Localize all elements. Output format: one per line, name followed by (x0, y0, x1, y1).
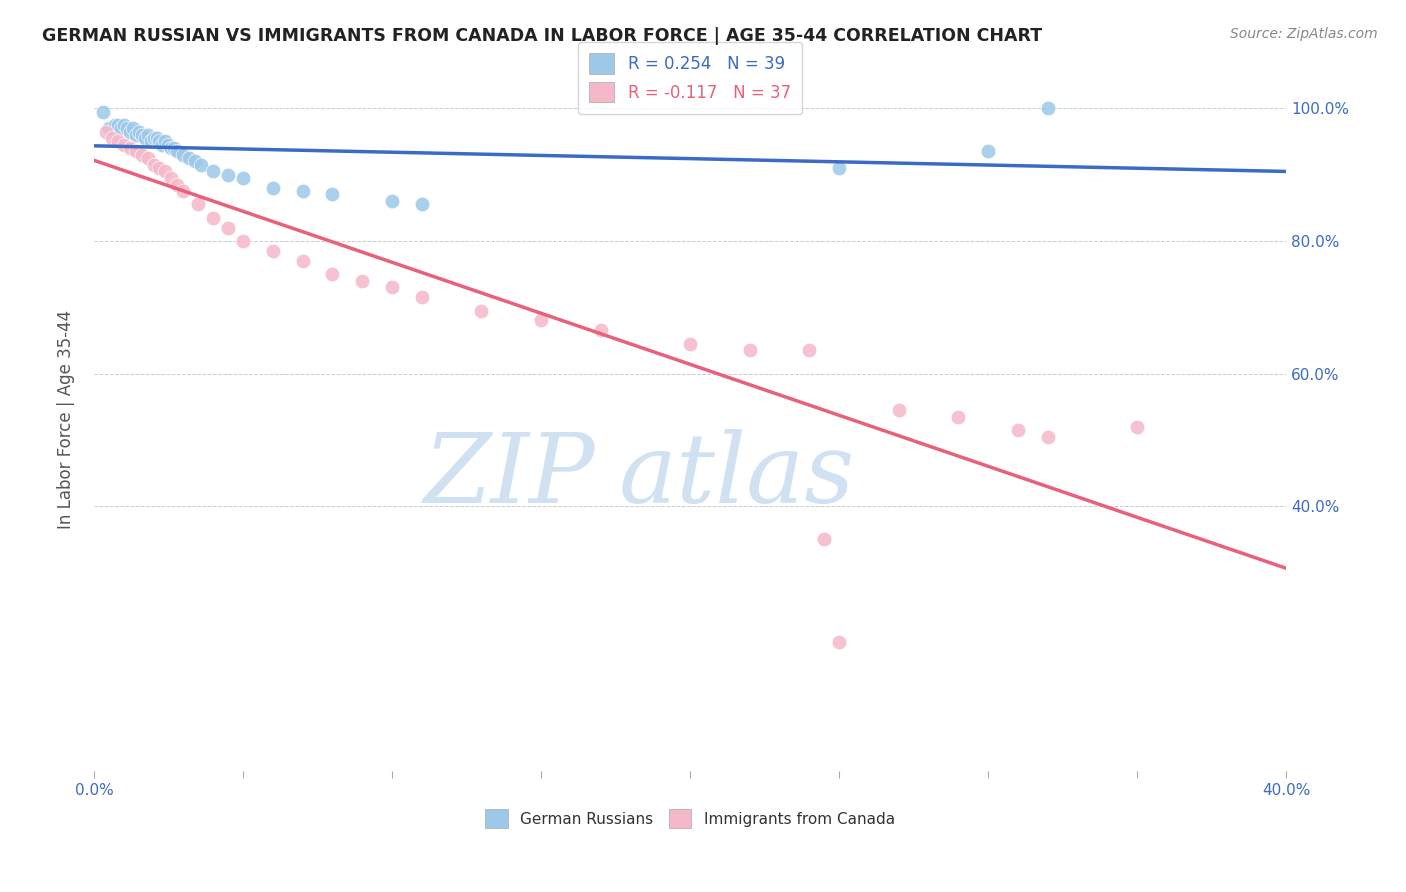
Point (166, 145, 188, 159)
Point (977, 145, 1000, 159)
Point (94, 124, 117, 138)
Point (157, 137, 180, 152)
Point (184, 154, 207, 169)
Point (155, 135, 177, 149)
Point (217, 168, 239, 182)
Point (166, 178, 188, 192)
Point (887, 403, 910, 417)
Point (136, 151, 159, 165)
Text: GERMAN RUSSIAN VS IMMIGRANTS FROM CANADA IN LABOR FORCE | AGE 35-44 CORRELATION : GERMAN RUSSIAN VS IMMIGRANTS FROM CANADA… (42, 27, 1042, 45)
Point (148, 135, 170, 149)
Point (1007, 423, 1029, 437)
Point (190, 158, 212, 172)
Point (101, 131, 124, 145)
Point (172, 184, 194, 198)
Point (160, 141, 183, 155)
Point (124, 128, 146, 142)
Point (1036, 429, 1059, 443)
Point (152, 137, 174, 152)
Point (107, 135, 129, 149)
Point (828, 161, 851, 175)
Point (946, 409, 969, 424)
Point (142, 158, 165, 172)
Point (797, 343, 820, 358)
Point (589, 323, 612, 337)
Point (321, 187, 343, 202)
Point (381, 194, 404, 208)
Point (91, 104, 114, 119)
Point (828, 635, 851, 649)
Point (131, 128, 153, 142)
Point (134, 131, 156, 145)
Point (131, 147, 153, 161)
Point (202, 211, 225, 225)
Text: atlas: atlas (619, 429, 855, 524)
Point (202, 164, 225, 178)
Point (262, 244, 284, 258)
Legend: German Russians, Immigrants from Canada: German Russians, Immigrants from Canada (479, 803, 901, 834)
Point (470, 303, 492, 318)
Point (679, 336, 702, 351)
Point (139, 135, 162, 149)
Point (232, 170, 254, 185)
Point (142, 131, 165, 145)
Point (1036, 101, 1059, 115)
Point (104, 118, 127, 132)
Point (112, 137, 135, 152)
Point (118, 141, 141, 155)
Point (148, 161, 170, 175)
Point (187, 197, 209, 211)
Point (217, 220, 239, 235)
Point (411, 197, 433, 211)
Point (128, 124, 150, 138)
Point (813, 533, 835, 547)
Point (321, 267, 343, 281)
Point (352, 274, 374, 288)
Text: ZIP: ZIP (423, 429, 595, 524)
Point (291, 184, 314, 198)
Point (136, 128, 159, 142)
Point (115, 121, 138, 136)
Point (121, 121, 143, 136)
Point (291, 253, 314, 268)
Point (97, 121, 120, 136)
Point (738, 343, 761, 358)
Point (110, 121, 132, 136)
Point (172, 147, 194, 161)
Point (160, 170, 183, 185)
Point (381, 280, 404, 294)
Point (145, 131, 167, 145)
Point (107, 118, 129, 132)
Point (163, 141, 186, 155)
Point (124, 145, 146, 159)
Point (155, 164, 177, 178)
Point (179, 151, 201, 165)
Text: Source: ZipAtlas.com: Source: ZipAtlas.com (1230, 27, 1378, 41)
Point (262, 181, 284, 195)
Point (232, 234, 254, 248)
Point (530, 313, 553, 327)
Point (411, 290, 433, 304)
Point (1126, 419, 1149, 434)
Point (112, 118, 135, 132)
Y-axis label: In Labor Force | Age 35-44: In Labor Force | Age 35-44 (58, 310, 75, 530)
Point (118, 124, 141, 138)
